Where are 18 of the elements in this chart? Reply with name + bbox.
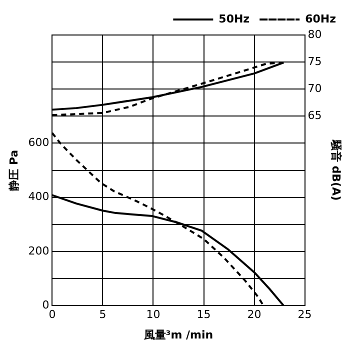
x-axis-title: 風量³m /min [142,328,214,342]
y-axis-title: 静圧 Pa [7,150,20,192]
y2-tick-label: 65 [308,109,322,122]
x-tick-label: 20 [247,308,262,322]
y2-axis-title: 騒音 dB(A) [330,138,343,201]
y2-tick-label: 80 [308,28,322,41]
y-tick-label: 400 [28,190,50,204]
y-tick-label: 600 [28,136,50,150]
y2-tick-label: 75 [308,54,322,68]
x-tick-label: 5 [99,308,106,322]
x-tick-label: 15 [196,308,211,322]
y2-tick-label: 70 [308,82,322,95]
legend-label: 60Hz [305,12,336,26]
y-tick-label: 200 [28,244,50,258]
x-tick-label: 10 [146,308,160,322]
x-tick-label: 25 [298,308,312,322]
legend-label: 50Hz [218,12,250,26]
y-tick-label: 0 [42,298,50,312]
